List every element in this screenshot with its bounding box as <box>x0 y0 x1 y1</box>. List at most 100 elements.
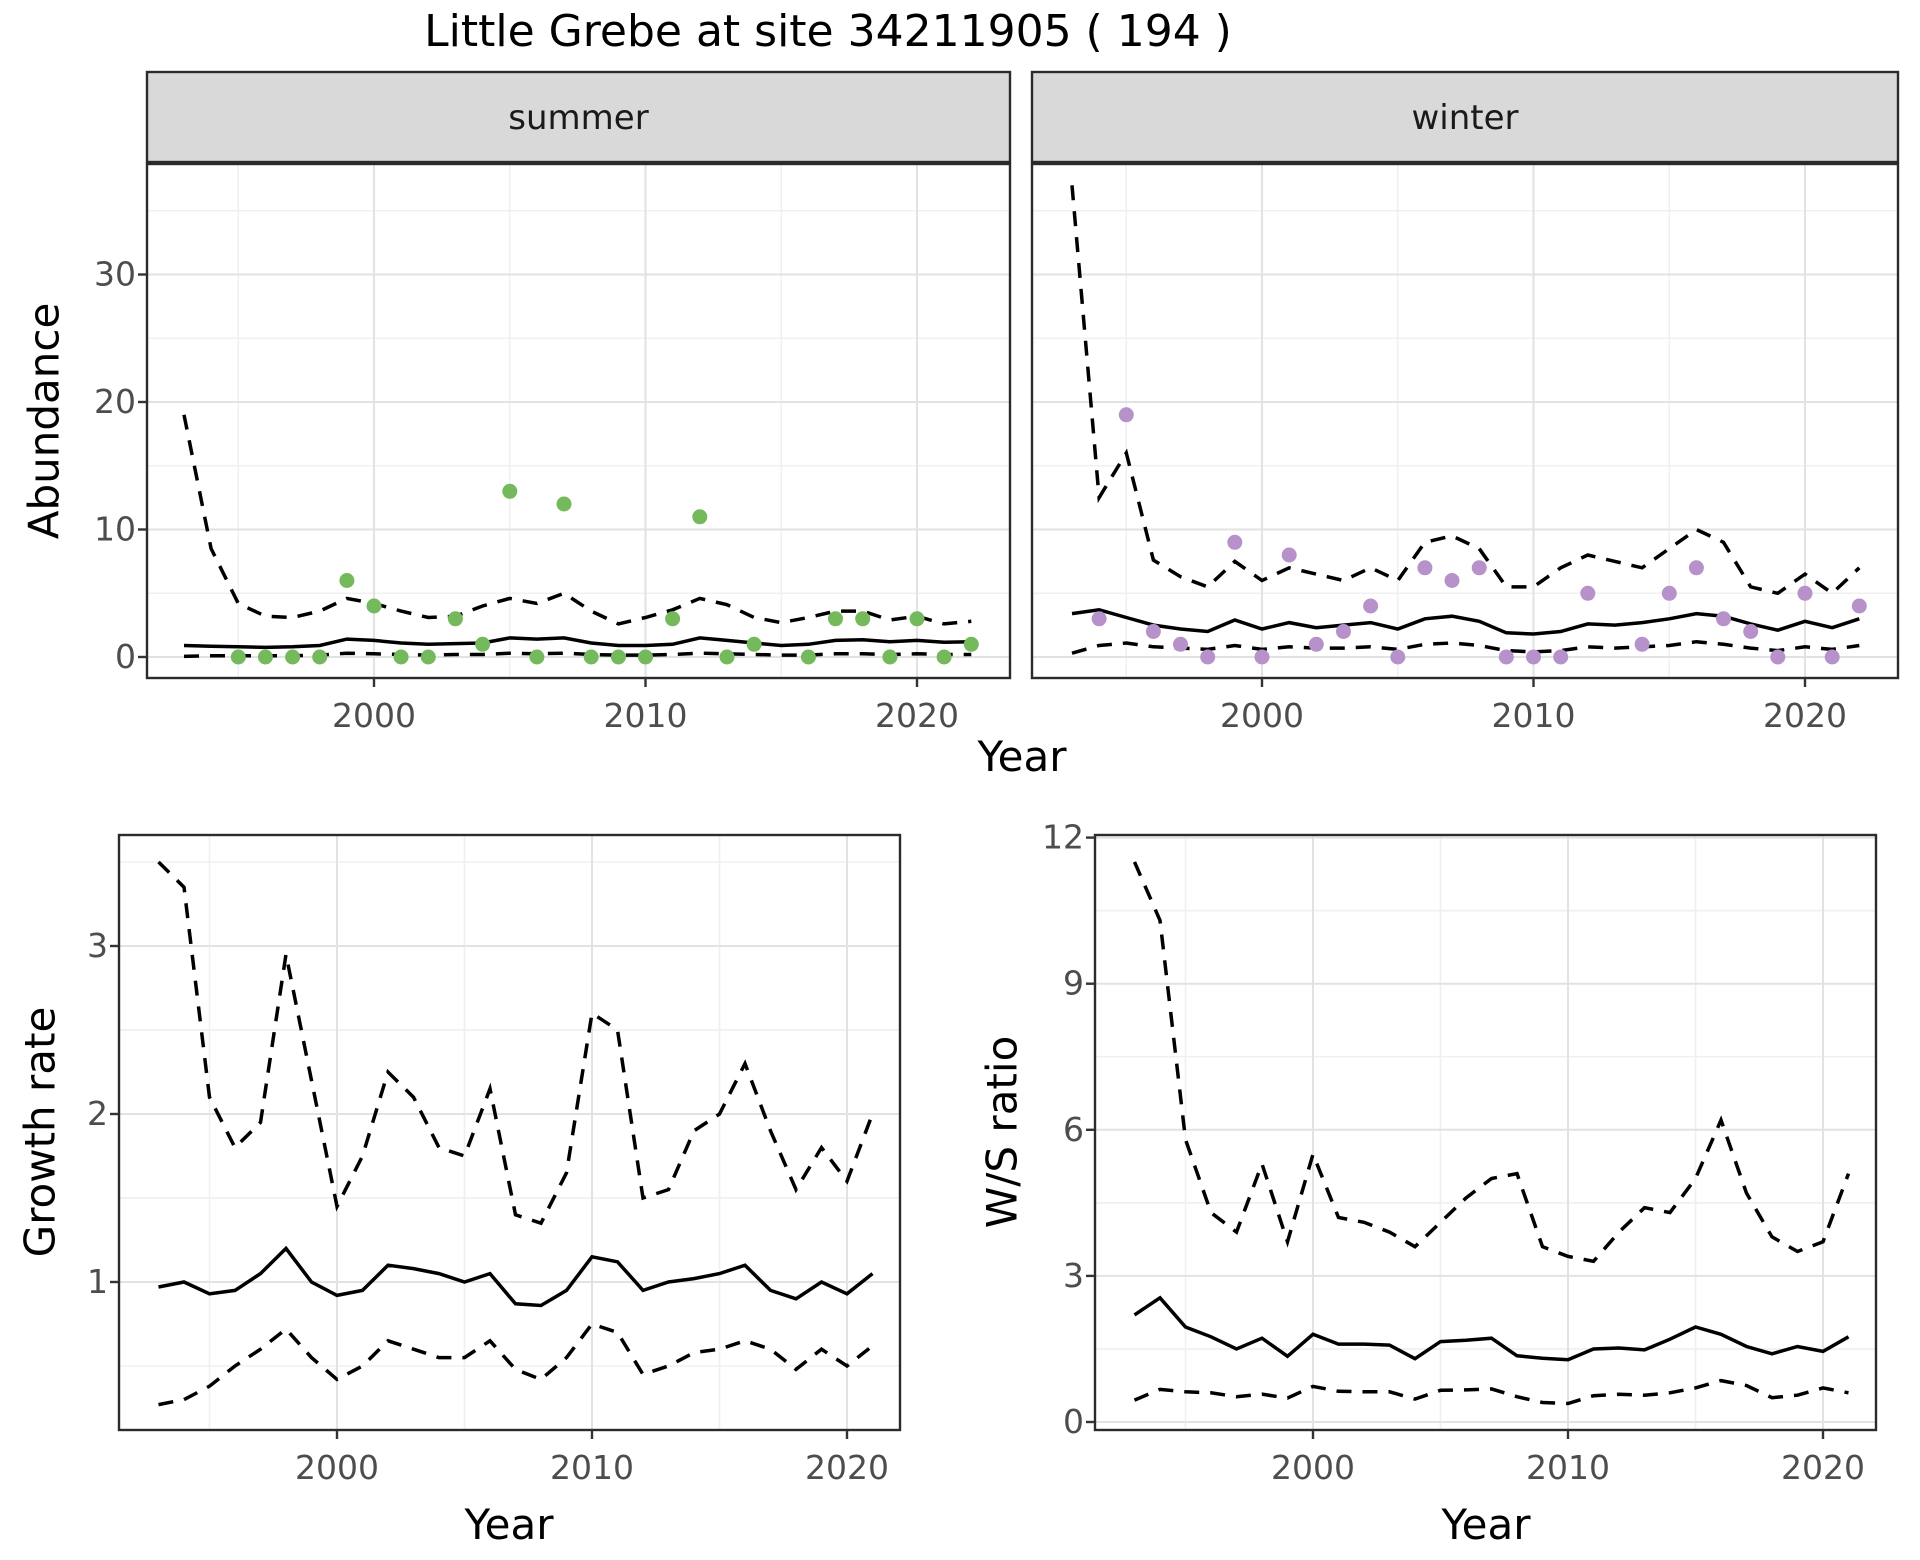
abundance-axis-label: Abundance <box>19 302 69 540</box>
y-tick-label: 0 <box>1063 1402 1084 1441</box>
data-point <box>1743 624 1759 639</box>
data-point <box>312 649 328 665</box>
data-point <box>828 611 843 627</box>
x-tick-label: 2000 <box>1271 1448 1355 1487</box>
facet-strip-label: winter <box>1411 98 1518 138</box>
y-tick-label: 30 <box>94 255 136 294</box>
data-point <box>1688 560 1704 576</box>
data-point <box>1471 560 1487 576</box>
data-point <box>583 649 599 665</box>
data-point <box>1118 407 1134 423</box>
panel-border <box>117 833 902 1432</box>
y-tick-label: 1 <box>87 1262 108 1301</box>
data-point <box>1281 547 1297 563</box>
ci-line <box>182 414 972 626</box>
x-tick-label: 2020 <box>1781 1448 1865 1487</box>
panel-border <box>145 162 1012 680</box>
y-tick-label: 6 <box>1063 1110 1084 1149</box>
data-point <box>230 649 246 665</box>
data-point <box>719 649 735 665</box>
facet-strip <box>145 70 1012 164</box>
data-point <box>556 496 572 512</box>
ci-line <box>1132 861 1851 1264</box>
panel-background <box>119 835 900 1430</box>
data-point <box>1390 649 1406 665</box>
data-point <box>1145 624 1161 639</box>
data-point <box>1553 649 1569 665</box>
year-axis-label-growth: Year <box>464 1500 554 1549</box>
data-point <box>882 649 898 665</box>
y-tick-label: 3 <box>87 926 108 965</box>
data-point <box>963 636 979 652</box>
data-point <box>1851 598 1867 614</box>
data-point <box>393 649 409 665</box>
data-point <box>1417 560 1433 576</box>
data-point <box>366 598 382 614</box>
data-point <box>1173 636 1188 652</box>
data-point <box>475 636 491 652</box>
mean-line <box>1133 1295 1850 1362</box>
data-point <box>1824 649 1840 665</box>
data-point <box>1336 624 1351 639</box>
x-tick-label: 2000 <box>332 696 416 735</box>
data-point <box>1797 585 1813 601</box>
ci-line <box>158 1321 874 1407</box>
panel-background <box>1032 164 1898 678</box>
data-point <box>1580 585 1596 601</box>
y-tick-label: 9 <box>1063 964 1084 1003</box>
data-point <box>746 636 762 652</box>
data-point <box>447 611 463 627</box>
x-tick-label: 2010 <box>1526 1448 1610 1487</box>
x-tick-label: 2020 <box>805 1448 889 1487</box>
data-point <box>855 611 871 627</box>
panel-border <box>1093 833 1878 1432</box>
panel-background <box>1095 835 1876 1430</box>
data-point <box>529 649 545 665</box>
year-axis-label-top: Year <box>977 732 1067 781</box>
ci-line <box>1071 639 1860 655</box>
ws-ratio-axis-label: W/S ratio <box>977 1035 1027 1229</box>
panel-border <box>1030 162 1900 680</box>
data-point <box>1254 649 1270 665</box>
y-tick-label: 3 <box>1063 1256 1084 1295</box>
x-tick-label: 2010 <box>550 1448 634 1487</box>
data-point <box>1227 534 1243 550</box>
y-tick-label: 0 <box>115 637 136 676</box>
x-tick-label: 2020 <box>1763 696 1847 735</box>
data-point <box>610 649 626 665</box>
data-point <box>1308 636 1324 652</box>
data-point <box>285 649 301 665</box>
facet-strip-label: summer <box>508 98 648 138</box>
data-point <box>420 649 436 665</box>
abundance-summer-panel: summer 2000 2010 2020 0 10 20 30 <box>94 70 1012 735</box>
x-tick-label: 2010 <box>604 696 688 735</box>
data-point <box>1363 598 1379 614</box>
x-tick-label: 2020 <box>875 696 959 735</box>
data-point <box>1716 611 1731 627</box>
data-point <box>665 611 681 627</box>
data-point <box>800 649 816 665</box>
data-point <box>1498 649 1514 665</box>
y-tick-label: 12 <box>1042 823 1084 857</box>
facet-strip <box>1030 70 1900 164</box>
data-point <box>1770 649 1786 665</box>
y-tick-label: 20 <box>94 382 136 421</box>
mean-line <box>183 636 972 650</box>
ci-line <box>157 860 875 1226</box>
data-point <box>1634 636 1650 652</box>
y-tick-label: 2 <box>87 1094 108 1133</box>
ci-line <box>1070 185 1861 596</box>
data-point <box>936 649 952 665</box>
x-tick-label: 2010 <box>1492 696 1576 735</box>
growth-rate-panel: 2000 2010 2020 1 2 3 <box>87 833 902 1487</box>
data-point <box>1661 585 1677 601</box>
data-point <box>638 649 653 665</box>
panel-background <box>147 164 1010 678</box>
page-title: Little Grebe at site 34211905 ( 194 ) <box>424 6 1232 57</box>
year-axis-label-ws: Year <box>1441 1500 1531 1549</box>
data-point <box>1526 649 1541 665</box>
data-point <box>257 649 273 665</box>
data-point <box>1091 611 1107 627</box>
growth-rate-axis-label: Growth rate <box>15 1006 65 1258</box>
